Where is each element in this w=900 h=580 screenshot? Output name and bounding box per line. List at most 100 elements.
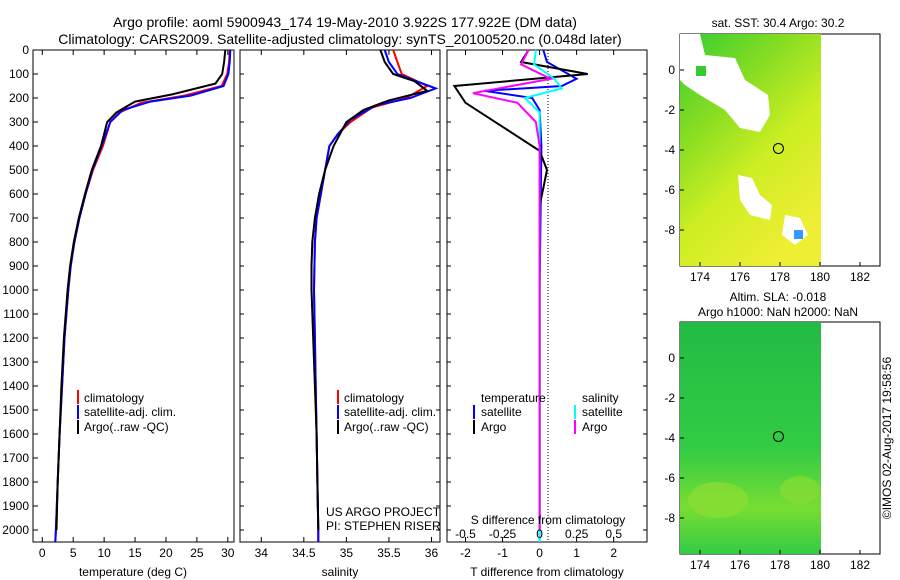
y-tick-label: 100: [9, 67, 29, 81]
x-tick-label: -1: [497, 546, 508, 560]
x-tick-label: -2: [460, 546, 471, 560]
salinity-difference-ticks: -0.5 -0.25 0 0.25 0.5: [455, 527, 622, 541]
y-tick-label: 1400: [2, 379, 29, 393]
y-tick-label: -4: [664, 431, 675, 445]
difference-toplabel: S difference from climatology: [471, 513, 626, 527]
legend-label-argo: Argo(..raw -QC): [344, 420, 429, 434]
y-tick-label: 900: [9, 259, 29, 273]
x-tick-label: 176: [730, 270, 750, 284]
top-tick-label: 0.5: [605, 527, 622, 541]
y-tick-label: 800: [9, 235, 29, 249]
x-tick-label: 176: [730, 558, 750, 572]
y-tick-label: 1500: [2, 403, 29, 417]
y-tick-label: 600: [9, 187, 29, 201]
salinity-xlabel: salinity: [322, 565, 359, 579]
y-tick-label: -6: [664, 471, 675, 485]
y-tick-label: 1800: [2, 475, 29, 489]
x-tick-label: 182: [850, 270, 870, 284]
salinity-legend: climatology satellite-adj. clim. Argo(..…: [337, 390, 436, 434]
x-tick-label: 180: [810, 558, 830, 572]
depth-axis: 0 100 200 300 400 500 600 700 800 900 1000 1100 1200…: [2, 43, 38, 537]
difference-x-axis: -2 -1 0 1 2: [447, 49, 647, 560]
series-line: [522, 49, 564, 542]
y-tick-label: 300: [9, 115, 29, 129]
sst-map-title: sat. SST: 30.4 Argo: 30.2: [712, 16, 845, 30]
legend-label-sal-satellite: satellite: [582, 405, 623, 419]
y-tick-label: 1300: [2, 355, 29, 369]
sla-field: [680, 322, 821, 554]
x-tick-label: 174: [690, 270, 710, 284]
y-tick-label: 700: [9, 211, 29, 225]
y-tick-label: -8: [664, 223, 675, 237]
y-tick-label: 1000: [2, 283, 29, 297]
legend-heading-salinity: salinity: [582, 391, 619, 405]
sla-map-title-1: Altim. SLA: -0.018: [730, 290, 827, 304]
x-tick-label: 35: [340, 546, 354, 560]
legend-label-sal-argo: Argo: [582, 420, 608, 434]
project-credit: US ARGO PROJECT: [326, 505, 441, 519]
legend-label-satellite: satellite-adj. clim.: [84, 405, 176, 419]
difference-axes-frame: [446, 49, 648, 543]
sla-map-title-2: Argo h1000: NaN h2000: NaN: [698, 305, 858, 319]
top-tick-label: -0.5: [455, 527, 476, 541]
temperature-xlabel: temperature (deg C): [79, 565, 187, 579]
temperature-x-axis: 0 5 10 15 20 25 30: [39, 50, 235, 560]
series-line: [310, 49, 430, 531]
pi-credit: PI: STEPHEN RISER: [326, 519, 441, 533]
salinity-x-axis: 34 34.5 35 35.5 36: [240, 49, 440, 560]
x-tick-label: 5: [70, 546, 77, 560]
y-tick-label: -2: [664, 103, 675, 117]
float-position-marker: [772, 430, 784, 442]
x-tick-label: 182: [850, 558, 870, 572]
difference-series: [452, 49, 588, 542]
y-tick-label: 0: [668, 63, 675, 77]
y-tick-label: 200: [9, 91, 29, 105]
y-tick-label: 1100: [3, 307, 29, 321]
x-tick-label: 178: [770, 558, 790, 572]
sst-cloud-mask: [680, 34, 770, 132]
sst-map-panel: sat. SST: 30.4 Argo: 30.2 174 176 178 180 18…: [664, 16, 881, 284]
temperature-panel: 0100200300400500600700800900100011001200…: [2, 43, 235, 579]
x-tick-label: 1: [573, 546, 580, 560]
x-tick-label: 10: [97, 546, 111, 560]
y-tick-label: -2: [664, 391, 675, 405]
header-line2: Climatology: CARS2009. Satellite-adjuste…: [58, 31, 621, 47]
salinity-panel: 34 34.5 35 35.5 36 salinity climatology sate…: [239, 49, 441, 579]
legend-label-climatology: climatology: [84, 391, 144, 405]
series-line: [472, 49, 554, 530]
sst-map-axes: 174 176 178 180 182 0 -2 -4 -6 -8: [664, 63, 870, 284]
sla-map-panel: Altim. SLA: -0.018 Argo h1000: NaN h2000…: [664, 290, 881, 572]
y-tick-label: 1200: [2, 331, 29, 345]
y-tick-label: 2000: [2, 523, 29, 537]
legend-heading-temperature: temperature: [481, 391, 546, 405]
salinity-series: [310, 49, 439, 542]
difference-xlabel: T difference from climatology: [470, 565, 624, 579]
x-tick-label: 20: [159, 546, 173, 560]
y-tick-label: 1600: [2, 427, 29, 441]
x-tick-label: 180: [810, 270, 830, 284]
top-tick-label: -0.25: [489, 527, 517, 541]
difference-panel: -2 -1 0 1 2 S difference from climatology -0…: [446, 49, 648, 579]
legend-label-temp-satellite: satellite: [481, 405, 522, 419]
y-tick-label: 400: [9, 139, 29, 153]
y-tick-label: 0: [668, 351, 675, 365]
y-tick-label: 0: [22, 43, 29, 57]
x-tick-label: 2: [610, 546, 617, 560]
sla-anomaly: [780, 476, 820, 504]
float-position-marker: [772, 142, 784, 154]
temperature-axes-frame: [32, 49, 235, 543]
top-tick-label: 0.25: [565, 527, 589, 541]
y-tick-label: 1900: [2, 499, 29, 513]
x-tick-label: 36: [425, 546, 439, 560]
sla-anomaly: [688, 482, 748, 518]
difference-legend: temperature salinity satellite Argo sate…: [473, 391, 623, 434]
legend-label-satellite: satellite-adj. clim.: [344, 405, 436, 419]
header-line1: Argo profile: aoml 5900943_174 19-May-20…: [113, 14, 577, 30]
x-tick-label: 0: [536, 546, 543, 560]
x-tick-label: 25: [190, 546, 204, 560]
y-tick-label: -6: [664, 183, 675, 197]
x-tick-label: 34: [255, 546, 269, 560]
top-tick-label: 0: [536, 527, 543, 541]
imos-credit: ©IMOS 02-Aug-2017 19:58:56: [880, 357, 894, 520]
